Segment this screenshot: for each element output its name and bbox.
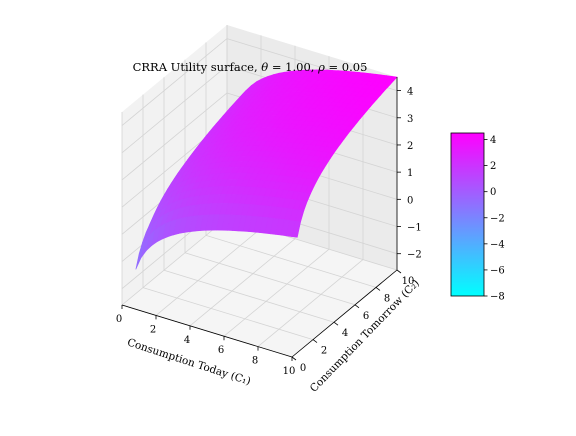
grid-line [155, 228, 262, 316]
colorbar: 4 2 0 −2 −4 −6 −8 [450, 132, 505, 303]
colorbar-tick-label: −8 [490, 292, 505, 303]
x-axis-line [121, 304, 293, 358]
axis-ticks: 0 2 4 6 8 10 0 2 4 6 8 10 −2 −1 0 1 2 3 4 [116, 87, 422, 377]
y-tick-mark [354, 304, 360, 309]
grid-line [121, 38, 228, 126]
x-tick-label: 6 [218, 345, 224, 356]
z-tick-label: 3 [407, 114, 413, 125]
x-tick-label: 2 [150, 324, 156, 335]
z-tick-label: 0 [407, 195, 413, 206]
y-tick-label: 6 [363, 311, 369, 322]
colorbar-gradient [450, 132, 485, 297]
floor-pane [122, 218, 397, 357]
x-tick-label: 8 [252, 356, 258, 367]
x-tick-label: 0 [116, 314, 122, 325]
grid-line [257, 259, 364, 347]
colorbar-tick-label: −6 [490, 265, 505, 276]
x-tick-label: 10 [283, 366, 296, 377]
grid-line [205, 235, 377, 288]
y-tick-mark [333, 321, 339, 326]
y-tick-label: 8 [384, 293, 390, 304]
z-tick-label: 4 [407, 87, 413, 98]
grid-line [223, 248, 330, 337]
colorbar-tick-label: 2 [490, 161, 496, 172]
y-axis-line [291, 269, 398, 358]
surface-patch [291, 220, 301, 238]
y-tick-mark [375, 287, 381, 291]
y-tick-label: 2 [321, 346, 327, 357]
z-tick-label: −1 [407, 223, 422, 234]
y-tick-mark [291, 356, 297, 361]
z-tick-label: −2 [407, 250, 422, 261]
y-tick-mark [312, 339, 318, 343]
utility-surface [135, 69, 398, 270]
z-tick-label: 2 [407, 141, 413, 152]
colorbar-tick-label: 0 [490, 187, 496, 198]
y-tick-label: 4 [342, 328, 348, 339]
colorbar-tick-label: −4 [490, 239, 505, 250]
grid-line [121, 65, 228, 154]
x-tick-label: 4 [184, 335, 190, 346]
grid-line [184, 252, 356, 306]
y-tick-label: 0 [300, 363, 306, 374]
colorbar-tick-label: 4 [490, 135, 496, 146]
chart-title: CRRA Utility surface, θ = 1.00, ρ = 0.05 [132, 60, 368, 74]
axes-lines [121, 77, 398, 358]
colorbar-tick-label: −2 [490, 213, 505, 224]
z-tick-label: 1 [407, 168, 413, 179]
grid-line [163, 269, 335, 323]
y-tick-mark [396, 269, 402, 274]
y-tick-label: 10 [402, 276, 415, 287]
grid-line [121, 217, 228, 306]
grid-line [189, 238, 296, 327]
grid-line [142, 287, 314, 340]
grid-line [121, 92, 228, 181]
